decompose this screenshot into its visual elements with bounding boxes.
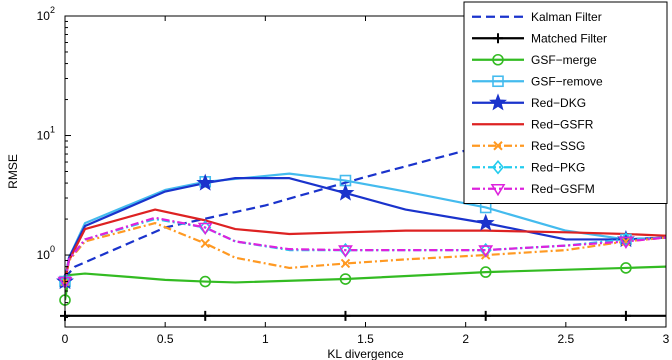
data-point	[339, 273, 352, 285]
legend-label: Red−GSFM	[531, 182, 595, 196]
x-tick-label: 1	[262, 332, 269, 346]
legend-marker	[492, 75, 504, 88]
data-point	[200, 238, 210, 249]
data-point	[336, 183, 355, 201]
series-lines	[65, 110, 666, 317]
legend-marker	[493, 141, 503, 151]
y-tick-base: 10	[37, 248, 51, 262]
legend-marker	[492, 53, 504, 66]
y-tick-exponent: 0	[50, 244, 55, 254]
legend-item-red-gsfm: Red−GSFM	[472, 182, 595, 197]
data-point	[620, 262, 632, 274]
legend-item-gsf-remove: GSF−remove	[472, 74, 603, 88]
series-red-gsfr	[65, 208, 666, 282]
data-point	[340, 258, 351, 269]
series-red-ssg	[65, 222, 666, 282]
legend-item-red-dkg: Red−DKG	[472, 93, 586, 111]
y-tick-exponent: 1	[50, 125, 55, 135]
data-point	[618, 236, 634, 249]
data-point	[480, 310, 491, 321]
legend-item-matched-filter: Matched Filter	[472, 31, 607, 45]
y-tick-base: 10	[37, 9, 51, 23]
series-red-dkg	[65, 177, 666, 282]
data-point	[476, 213, 495, 231]
legend-label: Red−PKG	[531, 160, 585, 174]
legend-label: GSF−remove	[531, 74, 603, 88]
y-tick-label: 102	[37, 5, 55, 23]
data-point	[197, 222, 213, 236]
y-tick-base: 10	[37, 129, 51, 143]
x-tick-label: 2	[462, 332, 469, 346]
legend-marker	[489, 93, 507, 111]
legend-label: GSF−merge	[531, 53, 597, 67]
legend-label: Matched Filter	[531, 31, 607, 45]
legend-marker	[491, 160, 505, 175]
markers-matched-filter	[60, 310, 631, 321]
legend-marker	[490, 183, 506, 197]
y-tick-label: 101	[37, 125, 55, 143]
series-line-red-dkg	[65, 177, 666, 282]
data-point	[199, 275, 212, 288]
data-point	[620, 310, 631, 321]
x-tick-label: 1.5	[357, 332, 374, 346]
plot-area	[56, 110, 666, 321]
legend-label: Kalman Filter	[531, 10, 602, 24]
x-tick-label: 2.5	[557, 332, 574, 346]
y-tick-exponent: 2	[50, 5, 55, 15]
legend-label: Red−SSG	[531, 139, 585, 153]
legend-item-red-ssg: Red−SSG	[472, 139, 585, 153]
data-point	[196, 173, 215, 191]
legend-item-red-pkg: Red−PKG	[472, 160, 585, 175]
series-red-gsfm	[65, 216, 666, 282]
legend-marker	[493, 33, 503, 44]
y-axis-label: RMSE	[6, 154, 20, 189]
legend-label: Red−GSFR	[531, 117, 594, 131]
markers-gsf-merge	[59, 262, 632, 306]
legend: Kalman Filter Matched Filter GSF−merge GSF−…	[463, 1, 668, 204]
x-tick-label: 0.5	[157, 332, 174, 346]
x-axis-label: KL divergence	[327, 347, 404, 360]
series-line-red-ssg	[65, 222, 666, 282]
data-point	[479, 266, 492, 278]
legend-item-kalman-filter: Kalman Filter	[472, 10, 602, 24]
series-line-gsf-merge	[65, 265, 666, 301]
series-line-red-gsfm	[65, 216, 666, 282]
legend-item-gsf-merge: GSF−merge	[472, 53, 597, 67]
markers-red-gsfm	[57, 222, 634, 290]
series-gsf-merge	[65, 265, 666, 301]
legend-label: Red−DKG	[531, 96, 586, 110]
data-point	[478, 245, 494, 258]
x-tick-label: 3	[663, 332, 670, 346]
x-tick-label: 0	[62, 332, 69, 346]
data-point	[338, 245, 353, 258]
legend-item-red-gsfr: Red−GSFR	[472, 117, 594, 131]
series-line-red-gsfr	[65, 208, 666, 282]
y-tick-label: 100	[37, 244, 55, 262]
data-point	[340, 310, 351, 321]
data-point	[200, 310, 211, 321]
